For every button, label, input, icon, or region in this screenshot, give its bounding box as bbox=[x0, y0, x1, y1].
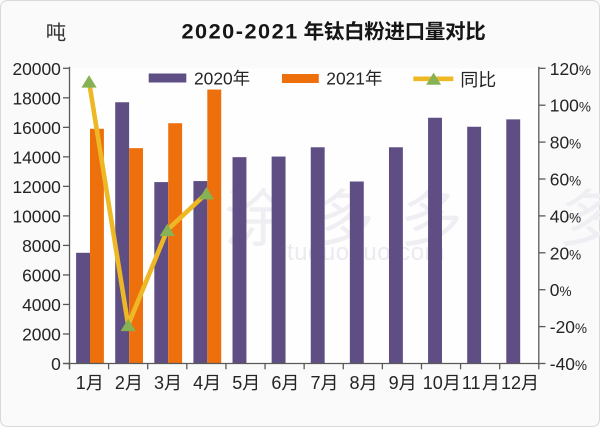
svg-text:20%: 20% bbox=[550, 243, 581, 263]
svg-text:8000: 8000 bbox=[22, 236, 61, 256]
svg-text:2020: 2020 bbox=[194, 68, 233, 88]
svg-text:20000: 20000 bbox=[12, 59, 60, 79]
svg-text:3: 3 bbox=[154, 373, 164, 393]
svg-text:2: 2 bbox=[115, 373, 125, 393]
svg-text:0%: 0% bbox=[550, 280, 572, 300]
svg-text:60%: 60% bbox=[550, 170, 581, 190]
svg-text:6: 6 bbox=[271, 373, 281, 393]
svg-text:100%: 100% bbox=[550, 96, 591, 116]
svg-text:2021: 2021 bbox=[326, 68, 365, 88]
svg-text:5: 5 bbox=[232, 373, 242, 393]
svg-text:10000: 10000 bbox=[12, 206, 60, 226]
svg-text:1: 1 bbox=[76, 373, 86, 393]
svg-text:-20%: -20% bbox=[550, 317, 587, 337]
svg-text:80%: 80% bbox=[550, 133, 581, 153]
svg-text:40%: 40% bbox=[550, 206, 581, 226]
svg-text:11: 11 bbox=[462, 373, 481, 393]
svg-text:10: 10 bbox=[423, 373, 443, 393]
svg-text:12: 12 bbox=[501, 373, 521, 393]
svg-text:6000: 6000 bbox=[22, 265, 61, 285]
svg-text:tuduoduo.com: tuduoduo.com bbox=[287, 239, 445, 266]
svg-text:9: 9 bbox=[389, 373, 399, 393]
svg-text:-40%: -40% bbox=[550, 354, 587, 374]
svg-text:4: 4 bbox=[193, 373, 203, 393]
svg-text:8: 8 bbox=[350, 373, 360, 393]
svg-text:120%: 120% bbox=[550, 59, 591, 79]
svg-text:14000: 14000 bbox=[12, 147, 60, 167]
svg-text:4000: 4000 bbox=[22, 295, 61, 315]
svg-text:16000: 16000 bbox=[12, 118, 60, 138]
svg-text:18000: 18000 bbox=[12, 88, 60, 108]
svg-text:0: 0 bbox=[51, 354, 61, 374]
svg-text:2020-2021: 2020-2021 bbox=[182, 19, 299, 44]
svg-text:2000: 2000 bbox=[22, 324, 61, 344]
svg-text:7: 7 bbox=[310, 373, 320, 393]
svg-text:12000: 12000 bbox=[12, 177, 60, 197]
